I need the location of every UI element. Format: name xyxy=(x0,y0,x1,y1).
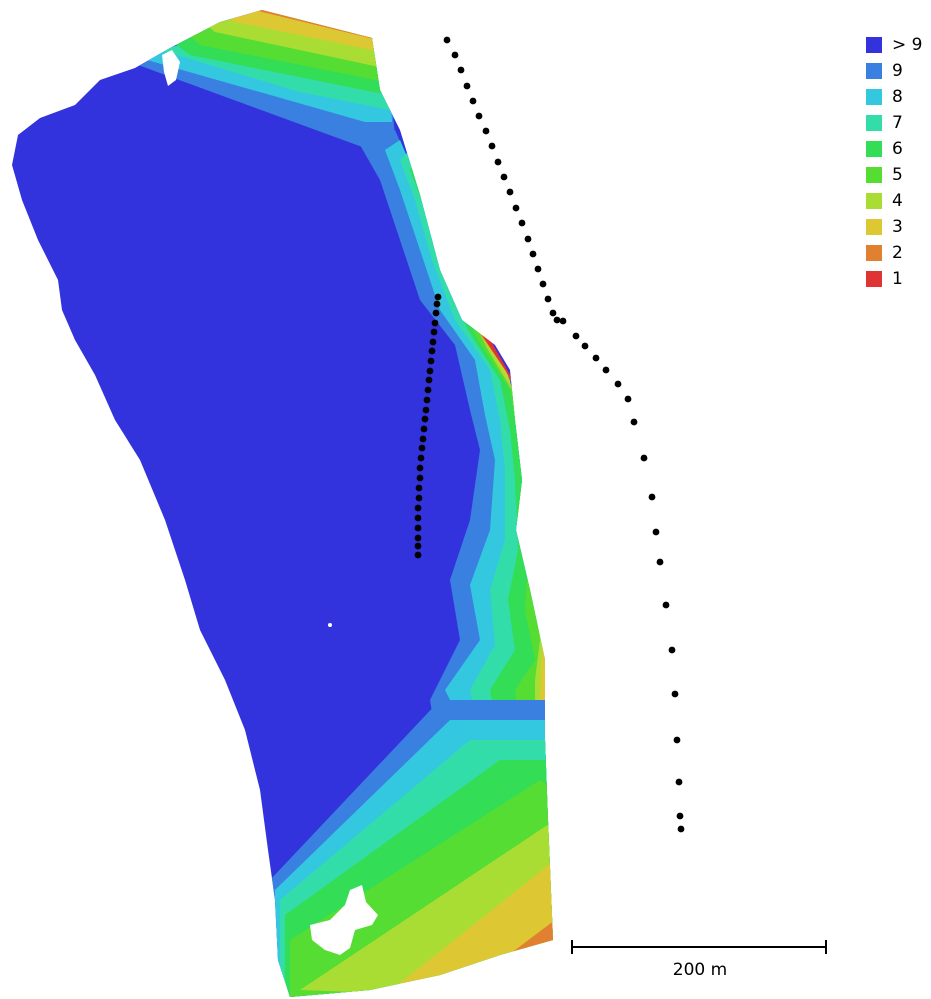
hole-south xyxy=(310,885,378,955)
camera-point xyxy=(428,347,436,355)
camera-point xyxy=(414,524,422,532)
scale-bar xyxy=(571,940,827,954)
camera-point xyxy=(451,51,459,59)
camera-point xyxy=(518,219,526,227)
camera-point xyxy=(630,418,638,426)
legend-label: 8 xyxy=(892,87,903,107)
legend-swatch xyxy=(866,193,882,209)
camera-point xyxy=(414,551,422,559)
camera-point xyxy=(426,367,434,375)
legend-swatch xyxy=(866,271,882,287)
camera-point xyxy=(524,235,532,243)
camera-point xyxy=(417,454,425,462)
legend-label: 4 xyxy=(892,191,903,211)
camera-point xyxy=(581,342,589,350)
camera-point xyxy=(432,309,440,317)
legend-swatch xyxy=(866,37,882,53)
scale-bar-label: 200 m xyxy=(672,960,728,980)
camera-point xyxy=(539,280,547,288)
legend-swatch xyxy=(866,89,882,105)
legend-swatch xyxy=(866,63,882,79)
camera-point xyxy=(677,825,685,833)
camera-point xyxy=(549,309,557,317)
camera-point xyxy=(433,300,441,308)
camera-point xyxy=(494,158,502,166)
legend-label: 9 xyxy=(892,61,903,81)
camera-point xyxy=(640,454,648,462)
legend-label: > 9 xyxy=(892,35,923,55)
camera-point xyxy=(553,316,561,324)
camera-point xyxy=(414,534,422,542)
camera-point xyxy=(475,112,483,120)
camera-point xyxy=(592,354,600,362)
camera-point xyxy=(673,736,681,744)
legend-label: 1 xyxy=(892,269,903,289)
camera-point xyxy=(431,319,439,327)
camera-point xyxy=(671,690,679,698)
legend-swatch xyxy=(866,219,882,235)
camera-point xyxy=(414,542,422,550)
legend-label: 2 xyxy=(892,243,903,263)
camera-point xyxy=(469,97,477,105)
camera-point xyxy=(675,778,683,786)
camera-point xyxy=(500,173,508,181)
camera-point xyxy=(512,204,520,212)
legend-label: 6 xyxy=(892,139,903,159)
camera-point xyxy=(572,332,580,340)
legend-label: 7 xyxy=(892,113,903,133)
camera-point xyxy=(416,474,424,482)
camera-point xyxy=(424,386,432,394)
camera-locations xyxy=(414,36,685,833)
legend-swatch xyxy=(866,115,882,131)
camera-point xyxy=(429,338,437,346)
camera-point xyxy=(463,82,471,90)
camera-point xyxy=(488,142,496,150)
camera-point xyxy=(662,601,670,609)
legend-swatch xyxy=(866,141,882,157)
camera-point xyxy=(414,504,422,512)
camera-point xyxy=(534,265,542,273)
camera-point xyxy=(482,127,490,135)
camera-point xyxy=(652,528,660,536)
camera-point xyxy=(420,425,428,433)
legend-swatch xyxy=(866,167,882,183)
camera-point xyxy=(676,812,684,820)
camera-point xyxy=(427,357,435,365)
camera-point xyxy=(415,484,423,492)
camera-point xyxy=(602,366,610,374)
camera-point xyxy=(425,376,433,384)
camera-point xyxy=(457,66,465,74)
camera-point xyxy=(559,317,567,325)
legend-label: 5 xyxy=(892,165,903,185)
camera-point xyxy=(418,444,426,452)
camera-point xyxy=(506,188,514,196)
camera-point xyxy=(414,514,422,522)
legend-label: 3 xyxy=(892,217,903,237)
camera-point xyxy=(430,328,438,336)
camera-point xyxy=(668,646,676,654)
legend-swatch xyxy=(866,245,882,261)
camera-point xyxy=(423,396,431,404)
camera-point xyxy=(648,493,656,501)
camera-point xyxy=(434,293,442,301)
camera-point xyxy=(422,406,430,414)
camera-point xyxy=(443,36,451,44)
camera-point xyxy=(415,494,423,502)
camera-point xyxy=(614,380,622,388)
camera-point xyxy=(419,435,427,443)
camera-point xyxy=(421,415,429,423)
camera-point xyxy=(656,558,664,566)
hole-dot xyxy=(328,623,332,627)
hole-north xyxy=(162,50,180,86)
camera-point xyxy=(529,250,537,258)
camera-point xyxy=(544,295,552,303)
camera-point xyxy=(416,464,424,472)
camera-point xyxy=(624,395,632,403)
